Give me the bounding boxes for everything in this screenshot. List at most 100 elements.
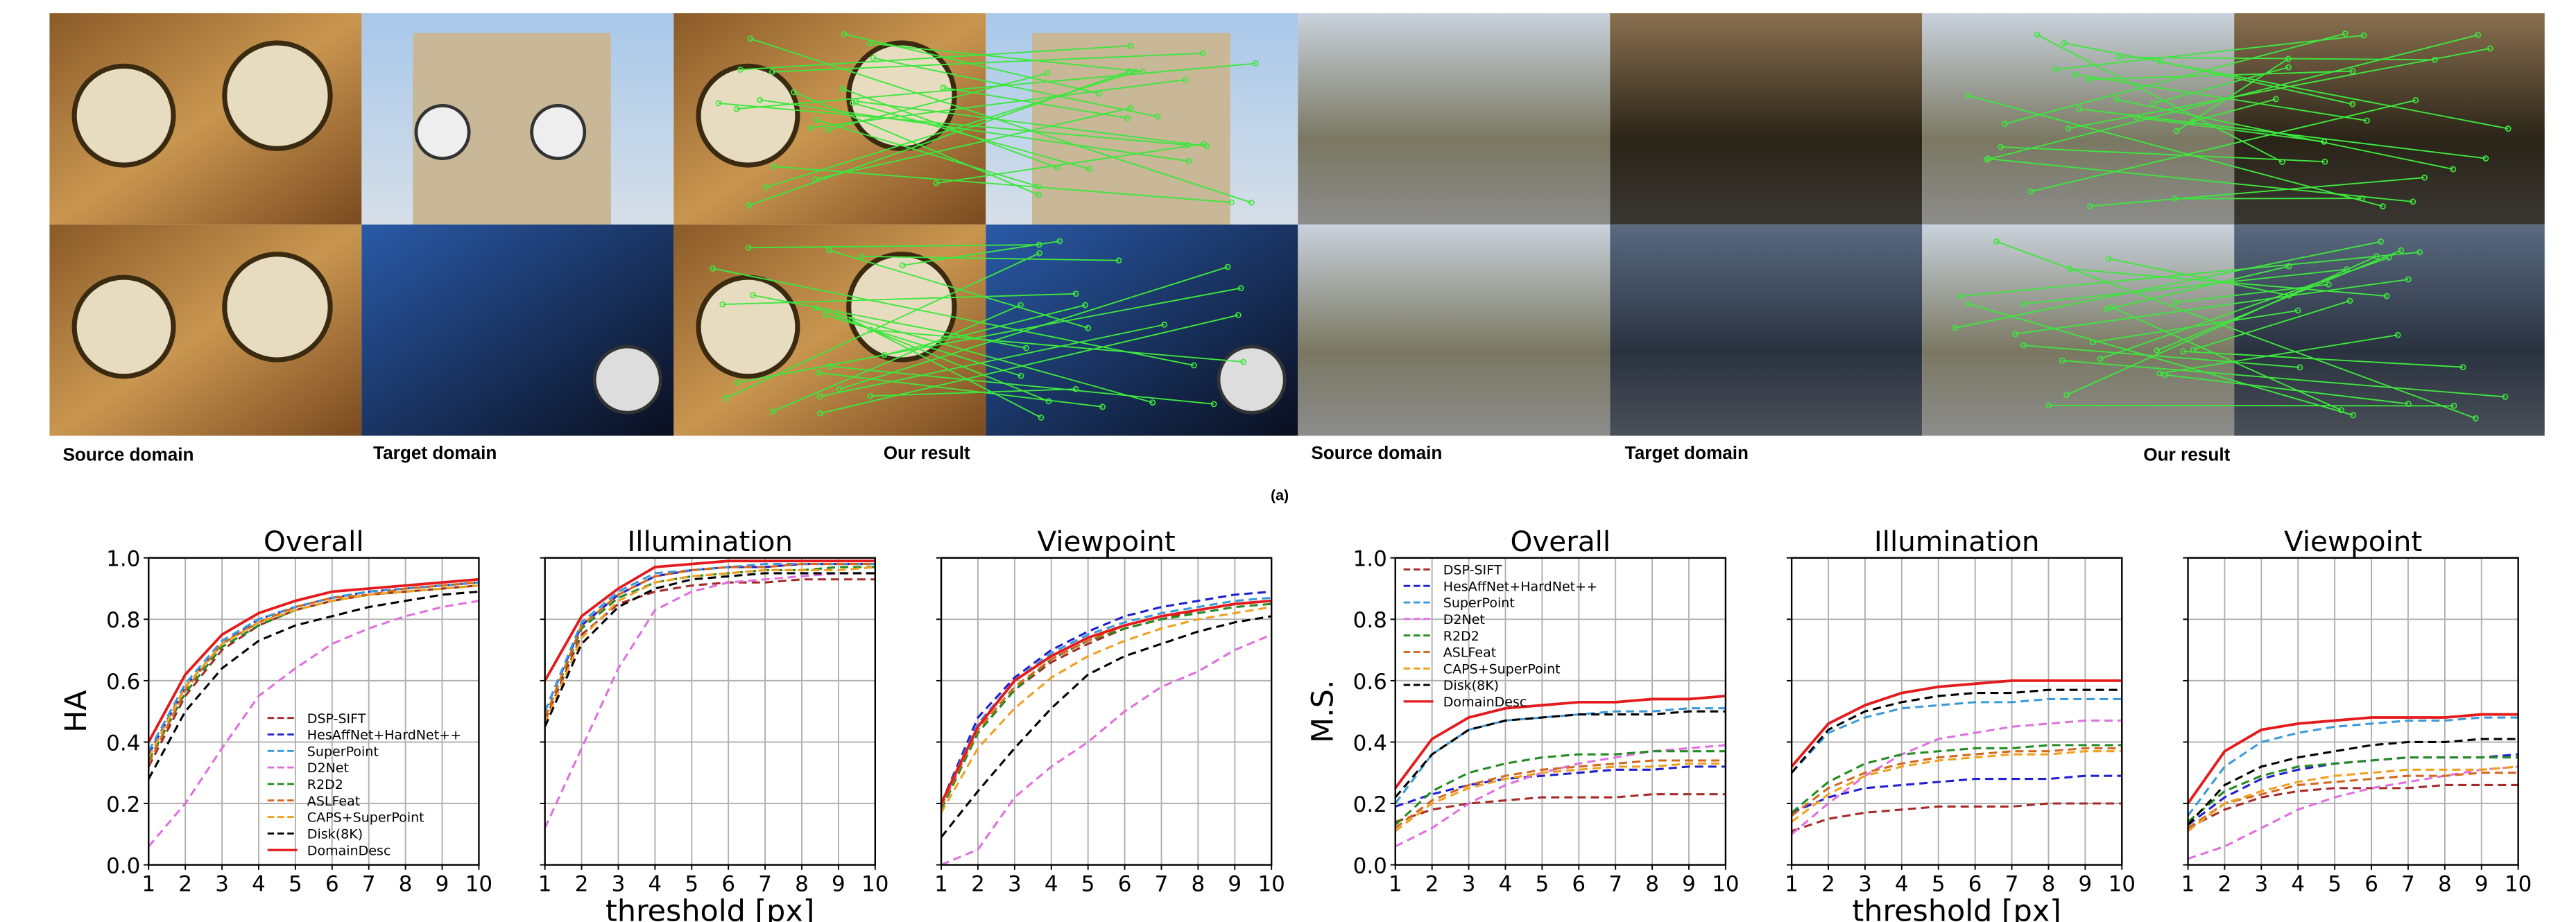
y-tick-label: 0.0: [1353, 853, 1387, 878]
x-tick-label: 2: [971, 872, 985, 897]
x-tick-label: 1: [2181, 872, 2195, 897]
series-line: [1792, 690, 2122, 773]
x-tick-label: 9: [2079, 872, 2093, 897]
x-tick-label: 8: [795, 872, 809, 897]
series-line: [2188, 758, 2518, 822]
x-tick-label: 10: [2505, 872, 2532, 897]
series-line: [2188, 754, 2518, 825]
x-tick-label: 8: [2438, 872, 2452, 897]
legend-label: DomainDesc: [1443, 695, 1527, 710]
y-tick-label: 0.6: [106, 670, 140, 695]
x-tick-label: 10: [2109, 872, 2136, 897]
legend-label: HesAffNet+HardNet++: [307, 728, 461, 743]
clock: [225, 43, 330, 148]
legend-label: D2Net: [1443, 612, 1485, 627]
figure: Source domain Target domain Our result S…: [0, 0, 2576, 922]
x-tick-label: 5: [2328, 872, 2342, 897]
x-tick-label: 5: [685, 872, 698, 897]
series-line: [941, 604, 1271, 810]
chart-title: Overall: [1511, 525, 1611, 558]
legend-label: R2D2: [1443, 629, 1479, 644]
panel-label: (a): [1271, 487, 1289, 503]
caption: Our result: [2143, 444, 2230, 464]
series-line: [1792, 776, 2122, 812]
series-line: [2188, 773, 2518, 828]
x-tick-label: 4: [1499, 872, 1513, 897]
series-line: [1396, 763, 1726, 830]
chart-title: Viewpoint: [1037, 525, 1175, 558]
photo: [2234, 225, 2545, 436]
x-tick-label: 3: [215, 872, 229, 897]
x-tick-label: 9: [2475, 872, 2489, 897]
x-tick-label: 3: [612, 872, 626, 897]
y-axis-label: M.S.: [1305, 679, 1340, 742]
match-line: [2175, 198, 2362, 199]
x-tick-label: 8: [2042, 872, 2056, 897]
x-tick-label: 2: [575, 872, 589, 897]
legend-label: HesAffNet+HardNet++: [1443, 579, 1597, 594]
y-tick-label: 0.8: [1353, 608, 1387, 633]
y-tick-label: 0.6: [1353, 670, 1387, 695]
x-tick-label: 1: [934, 872, 948, 897]
y-tick-label: 1.0: [1353, 547, 1387, 572]
plot-frame: [545, 558, 875, 865]
x-tick-label: 7: [362, 872, 376, 897]
x-tick-label: 4: [252, 872, 266, 897]
x-tick-label: 8: [399, 872, 413, 897]
x-tick-label: 6: [325, 872, 339, 897]
x-tick-label: 10: [861, 872, 888, 897]
legend-label: SuperPoint: [307, 744, 379, 759]
y-tick-label: 0.4: [1353, 731, 1387, 756]
caption: Source domain: [62, 444, 194, 464]
x-tick-label: 5: [1081, 872, 1095, 897]
legend-label: DSP-SIFT: [1443, 563, 1502, 578]
x-tick-label: 5: [1536, 872, 1549, 897]
clock: [74, 66, 173, 165]
x-tick-label: 3: [2254, 872, 2268, 897]
x-tick-label: 5: [1932, 872, 1946, 897]
x-tick-label: 1: [1785, 872, 1798, 897]
clock: [225, 254, 330, 360]
x-tick-label: 4: [2291, 872, 2305, 897]
x-tick-label: 2: [1425, 872, 1439, 897]
y-axis-label: HA: [59, 690, 94, 733]
series-line: [2188, 767, 2518, 831]
legend-label: ASLFeat: [1443, 645, 1496, 661]
x-tick-label: 1: [538, 872, 552, 897]
legend-label: SuperPoint: [1443, 595, 1515, 611]
x-tick-label: 7: [1608, 872, 1622, 897]
chart-title: Illumination: [627, 525, 793, 558]
x-tick-label: 1: [141, 872, 155, 897]
x-tick-label: 10: [465, 872, 492, 897]
x-tick-label: 3: [1008, 872, 1022, 897]
x-tick-label: 2: [178, 872, 192, 897]
caption: Our result: [884, 442, 970, 463]
x-tick-label: 8: [1192, 872, 1205, 897]
chart: 12345678910Viewpoint: [2181, 525, 2532, 896]
x-tick-label: 1: [1389, 872, 1402, 897]
series-line: [545, 580, 875, 721]
x-tick-label: 2: [1821, 872, 1835, 897]
legend-label: R2D2: [307, 777, 343, 792]
x-tick-label: 10: [1712, 872, 1739, 897]
legend-label: D2Net: [307, 760, 349, 776]
x-tick-label: 7: [758, 872, 772, 897]
series-line: [545, 567, 875, 717]
chart: 12345678910Viewpoint: [934, 525, 1285, 896]
x-tick-label: 7: [1155, 872, 1169, 897]
chart: 12345678910Illuminationthreshold [px]: [1785, 525, 2136, 922]
series-line: [1792, 748, 2122, 815]
legend-label: DSP-SIFT: [307, 711, 366, 727]
chart-title: Illumination: [1874, 525, 2040, 558]
captions: Source domain Target domain Our result S…: [62, 442, 2230, 504]
legend-label: Disk(8K): [307, 826, 363, 842]
y-tick-label: 0.0: [106, 853, 140, 878]
series-line: [2188, 739, 2518, 825]
series-line: [1396, 711, 1726, 797]
y-tick-label: 0.4: [106, 731, 140, 756]
x-tick-label: 4: [649, 872, 662, 897]
legend-label: DomainDesc: [307, 843, 391, 858]
photo-grid: [49, 13, 2544, 435]
